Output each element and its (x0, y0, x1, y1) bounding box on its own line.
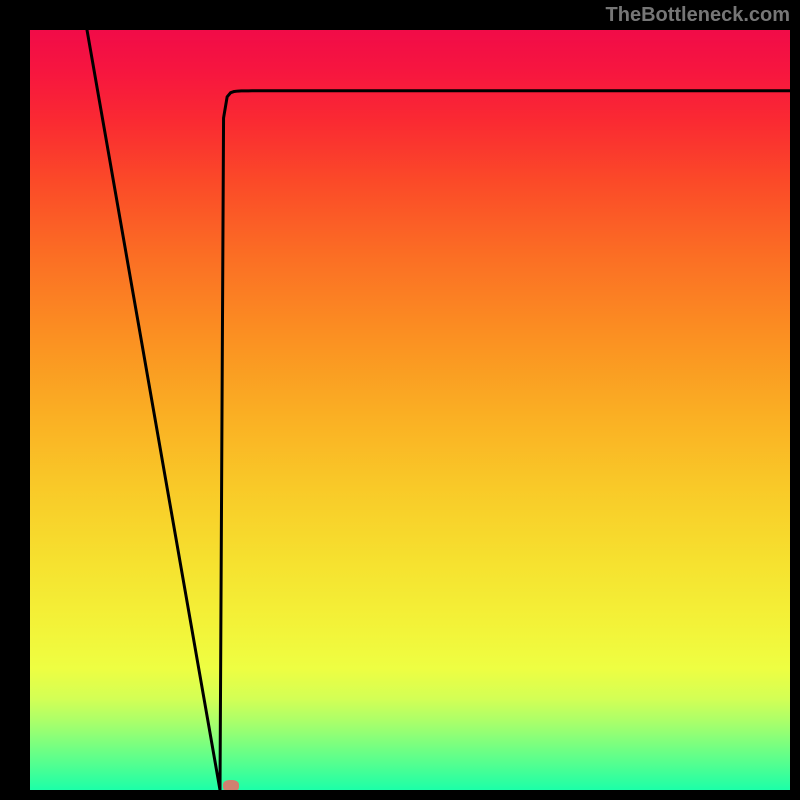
watermark-text: TheBottleneck.com (606, 4, 790, 27)
minimum-marker (223, 780, 239, 790)
plot-area (30, 30, 790, 790)
curve-svg (30, 30, 790, 790)
chart-container: TheBottleneck.com (0, 0, 800, 800)
bottleneck-curve (87, 30, 790, 790)
